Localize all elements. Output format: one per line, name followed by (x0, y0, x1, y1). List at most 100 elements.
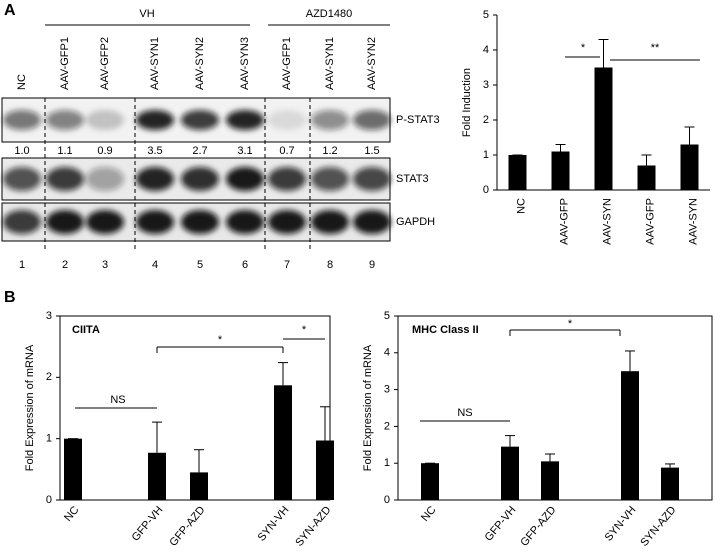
significance-label: ** (651, 42, 660, 54)
significance-label: * (218, 334, 223, 346)
y-tick-label: 1 (483, 149, 489, 161)
quantification: 1.2 (322, 145, 337, 157)
lane-number: 1 (19, 259, 25, 271)
y-tick-label: 4 (384, 347, 390, 359)
y-tick-label: 1 (384, 457, 390, 469)
band (46, 167, 84, 191)
band (46, 210, 84, 234)
bar (421, 463, 439, 500)
x-tick-label: AAV-SYN (687, 198, 699, 245)
row-label: GAPDH (396, 216, 435, 228)
band (311, 167, 349, 191)
error-bar (625, 350, 635, 372)
row-label: STAT3 (396, 173, 429, 185)
bar (637, 165, 656, 190)
band (86, 210, 124, 234)
x-tick-label: NC (62, 504, 81, 524)
lane-number: 6 (242, 259, 248, 271)
band (226, 167, 264, 191)
error-bar (665, 463, 675, 468)
bar (274, 385, 292, 500)
band (3, 167, 41, 191)
bar (680, 144, 699, 190)
lane-label: AAV-GFP1 (281, 37, 293, 90)
group-label: AZD1480 (306, 8, 352, 20)
x-tick-label: AAV-GFP (558, 198, 570, 245)
bar (661, 467, 679, 500)
band (86, 167, 124, 191)
significance-label: * (581, 42, 586, 54)
x-tick-label: AAV-SYN (601, 198, 613, 245)
band (353, 210, 391, 234)
band (226, 110, 264, 130)
x-tick-label: GFP-VH (483, 504, 519, 544)
error-bar (278, 362, 288, 386)
chart-title: MHC Class II (412, 324, 479, 336)
lane-label: AAV-SYN3 (239, 37, 251, 90)
x-tick-label: GFP-AZD (167, 504, 207, 549)
band (3, 110, 41, 130)
error-bar (505, 435, 515, 447)
bar (316, 440, 334, 500)
error-bar (194, 449, 204, 473)
x-tick-label: GFP-AZD (518, 504, 558, 549)
y-axis-label: Fold Expression of mRNA (24, 344, 36, 471)
y-tick-label: 0 (483, 184, 489, 196)
y-tick-label: 2 (384, 420, 390, 432)
quantification: 0.9 (97, 145, 112, 157)
lane-number: 2 (62, 259, 68, 271)
x-tick-label: SYN-AZD (293, 504, 333, 549)
band (181, 110, 219, 130)
y-tick-label: 5 (483, 9, 489, 21)
quantification: 1.0 (14, 145, 29, 157)
lane-number: 8 (327, 259, 333, 271)
quantification: 3.1 (237, 145, 252, 157)
x-tick-label: SYN-VH (256, 504, 292, 544)
significance-label: * (302, 324, 307, 336)
panel-label: A (4, 2, 16, 19)
significance-label: NS (110, 394, 125, 406)
bar (551, 151, 570, 190)
bar (148, 452, 166, 500)
quantification: 1.1 (57, 145, 72, 157)
band (181, 167, 219, 191)
bar (508, 155, 527, 190)
significance-label: NS (457, 407, 472, 419)
lane-number: 3 (102, 259, 108, 271)
x-tick-label: SYN-AZD (638, 504, 678, 549)
band (311, 110, 349, 130)
panel-label: B (4, 289, 16, 306)
band (181, 210, 219, 234)
band (268, 167, 306, 191)
error-bar (545, 453, 555, 462)
band (311, 210, 349, 234)
y-tick-label: 0 (46, 494, 52, 506)
error-bar (152, 421, 162, 453)
band (353, 110, 391, 130)
y-axis-label: Fold Expression of mRNA (362, 344, 374, 471)
band (353, 167, 391, 191)
x-tick-label: GFP-VH (130, 504, 166, 544)
error-bar (320, 406, 330, 441)
y-tick-label: 2 (46, 371, 52, 383)
x-tick-label: NC (515, 198, 527, 214)
lane-label: AAV-GFP1 (59, 37, 71, 90)
lane-label: AAV-SYN2 (366, 37, 378, 90)
y-tick-label: 2 (483, 114, 489, 126)
y-tick-label: 1 (46, 433, 52, 445)
group-label: VH (139, 8, 154, 20)
band (226, 210, 264, 234)
band (46, 110, 84, 130)
lane-number: 7 (284, 259, 290, 271)
y-tick-label: 3 (384, 384, 390, 396)
significance-label: * (568, 318, 573, 330)
bar (594, 67, 613, 190)
band (136, 210, 174, 234)
lane-label: AAV-SYN2 (194, 37, 206, 90)
y-tick-label: 5 (384, 310, 390, 322)
quantification: 1.5 (364, 145, 379, 157)
quantification: 0.7 (279, 145, 294, 157)
quantification: 2.7 (192, 145, 207, 157)
y-tick-label: 3 (483, 79, 489, 91)
